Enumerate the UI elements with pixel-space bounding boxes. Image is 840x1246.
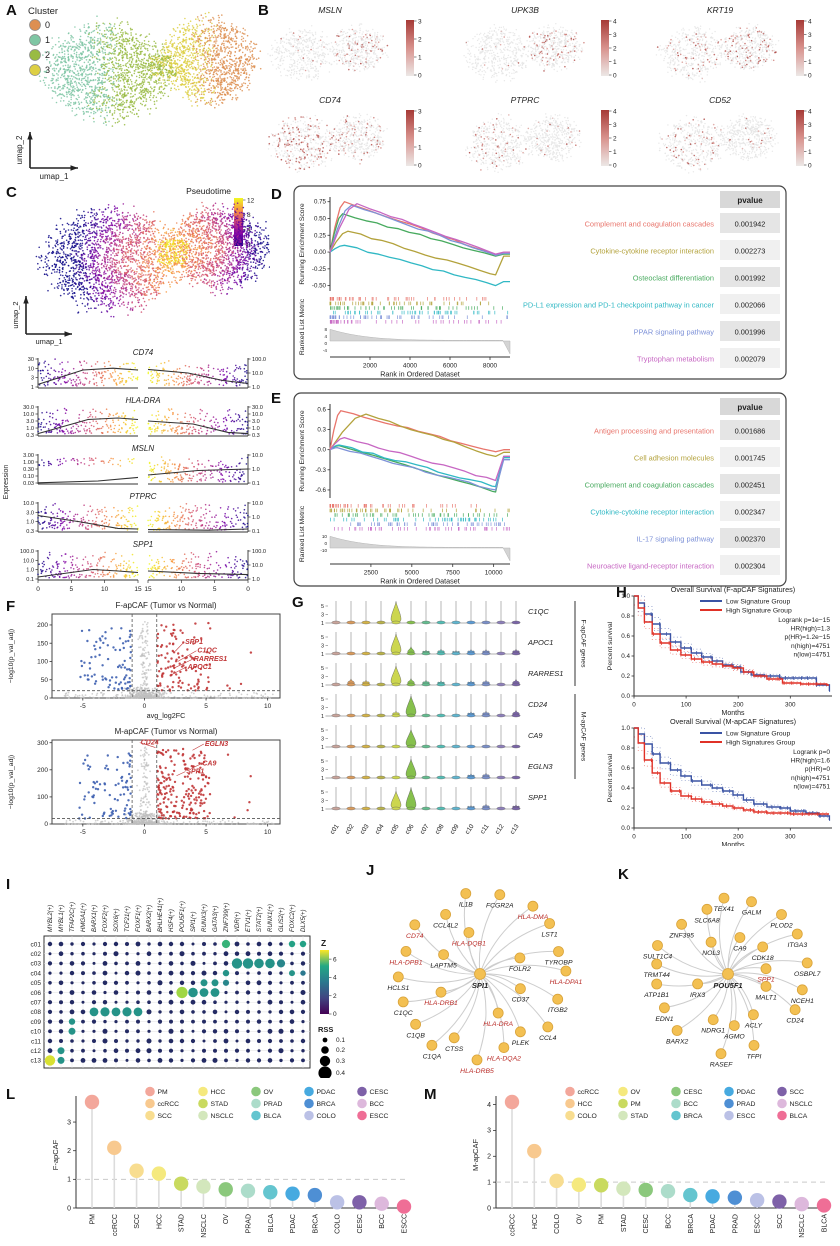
panel-label-f: F bbox=[6, 598, 16, 615]
panel-label-g: G bbox=[292, 594, 304, 611]
svg-text:2: 2 bbox=[418, 36, 422, 43]
svg-text:1: 1 bbox=[418, 54, 422, 61]
panel-f-volcano: F-apCAF (Tumor vs Normal) 0 50 100 150 200 -5 0… bbox=[0, 598, 292, 846]
panel-l-lollipop-fapcaf: 0 1 2 3 F-apCAF PM ccRCC SCC HCC STAD NSCLC OV PRAD B… bbox=[0, 1078, 420, 1246]
svg-text:umap_2: umap_2 bbox=[15, 135, 24, 164]
panel-label-i: I bbox=[6, 876, 11, 893]
panel-label-d: D bbox=[271, 186, 282, 203]
panel-k-network-pou5f1: TEX41 GALM PLOD2 ITGA3 OSBPL7 NCEH1 CD24 MALT1 S… bbox=[612, 846, 840, 1080]
panel-label-m: M bbox=[424, 1086, 437, 1103]
svg-text:MSLN: MSLN bbox=[318, 5, 342, 15]
svg-text:1: 1 bbox=[45, 35, 50, 45]
panel-j-network-spi1: IL1B FCGR2A HLA-DMA LST1 TYROBP HLA-DPA1 ITGB2… bbox=[348, 846, 612, 1080]
svg-text:0: 0 bbox=[418, 72, 422, 79]
svg-text:3: 3 bbox=[418, 18, 422, 25]
panel-a-umap-clusters: Cluster 0 1 2 3 umap_2 umap_1 bbox=[0, 0, 262, 182]
panel-c-pseudotime: Pseudotime12840umap_2umap_1ExpressionCD7… bbox=[0, 182, 270, 600]
svg-text:KRT19: KRT19 bbox=[707, 5, 734, 15]
svg-text:1: 1 bbox=[613, 59, 617, 66]
panel-m-lollipop-mapcaf: 0 1 2 3 4 M-apCAF ccRCC HCC COLO OV PM STAD CESC BCC B… bbox=[420, 1078, 840, 1246]
panel-label-l: L bbox=[6, 1086, 16, 1103]
svg-text:umap_1: umap_1 bbox=[40, 172, 69, 181]
panel-label-b: B bbox=[258, 2, 269, 19]
panel-label-e: E bbox=[271, 390, 282, 407]
svg-text:3: 3 bbox=[45, 65, 50, 75]
svg-text:0: 0 bbox=[45, 20, 50, 30]
panel-e-gsea: 0.6 0.3 0.0 -0.3 -0.6 Running Enrichment Scor… bbox=[268, 390, 840, 590]
panel-i-dotplot: MYBL2(+) MYBL1(+) TFAP2C(+) HMGA1(+) BARX1(+… bbox=[0, 846, 348, 1078]
panel-h-survival: Overall Survival (F-apCAF Signatures) 1.0… bbox=[582, 584, 840, 846]
svg-text:0: 0 bbox=[613, 72, 617, 79]
panel-label-j: J bbox=[366, 862, 375, 879]
panel-label-k: K bbox=[618, 866, 629, 883]
panel-label-a: A bbox=[6, 2, 17, 19]
svg-text:4: 4 bbox=[613, 18, 617, 25]
panel-b-feature-umaps: MSLN 3 2 1 0 UPK3B 4 3 2 1 0 KRT19 4 3 2 1 0 CD74 3 2 1 0 PTPR… bbox=[255, 0, 840, 182]
panel-label-h: H bbox=[616, 584, 627, 601]
panel-d-gsea: 0.75 0.50 0.25 0.00 -0.25 -0.50 Running Enrich… bbox=[268, 183, 840, 390]
svg-text:UPK3B: UPK3B bbox=[511, 5, 539, 15]
svg-text:2: 2 bbox=[613, 45, 617, 52]
svg-text:3: 3 bbox=[613, 32, 617, 39]
svg-text:Cluster: Cluster bbox=[28, 6, 58, 17]
svg-text:2: 2 bbox=[45, 50, 50, 60]
panel-label-c: C bbox=[6, 184, 17, 201]
panel-g-violin: C1QC 5 3 1 APOC1 5 3 1 RARRES1 5 3 1 CD24 5 3 1 CA9 5 3 1 EG… bbox=[288, 592, 588, 844]
